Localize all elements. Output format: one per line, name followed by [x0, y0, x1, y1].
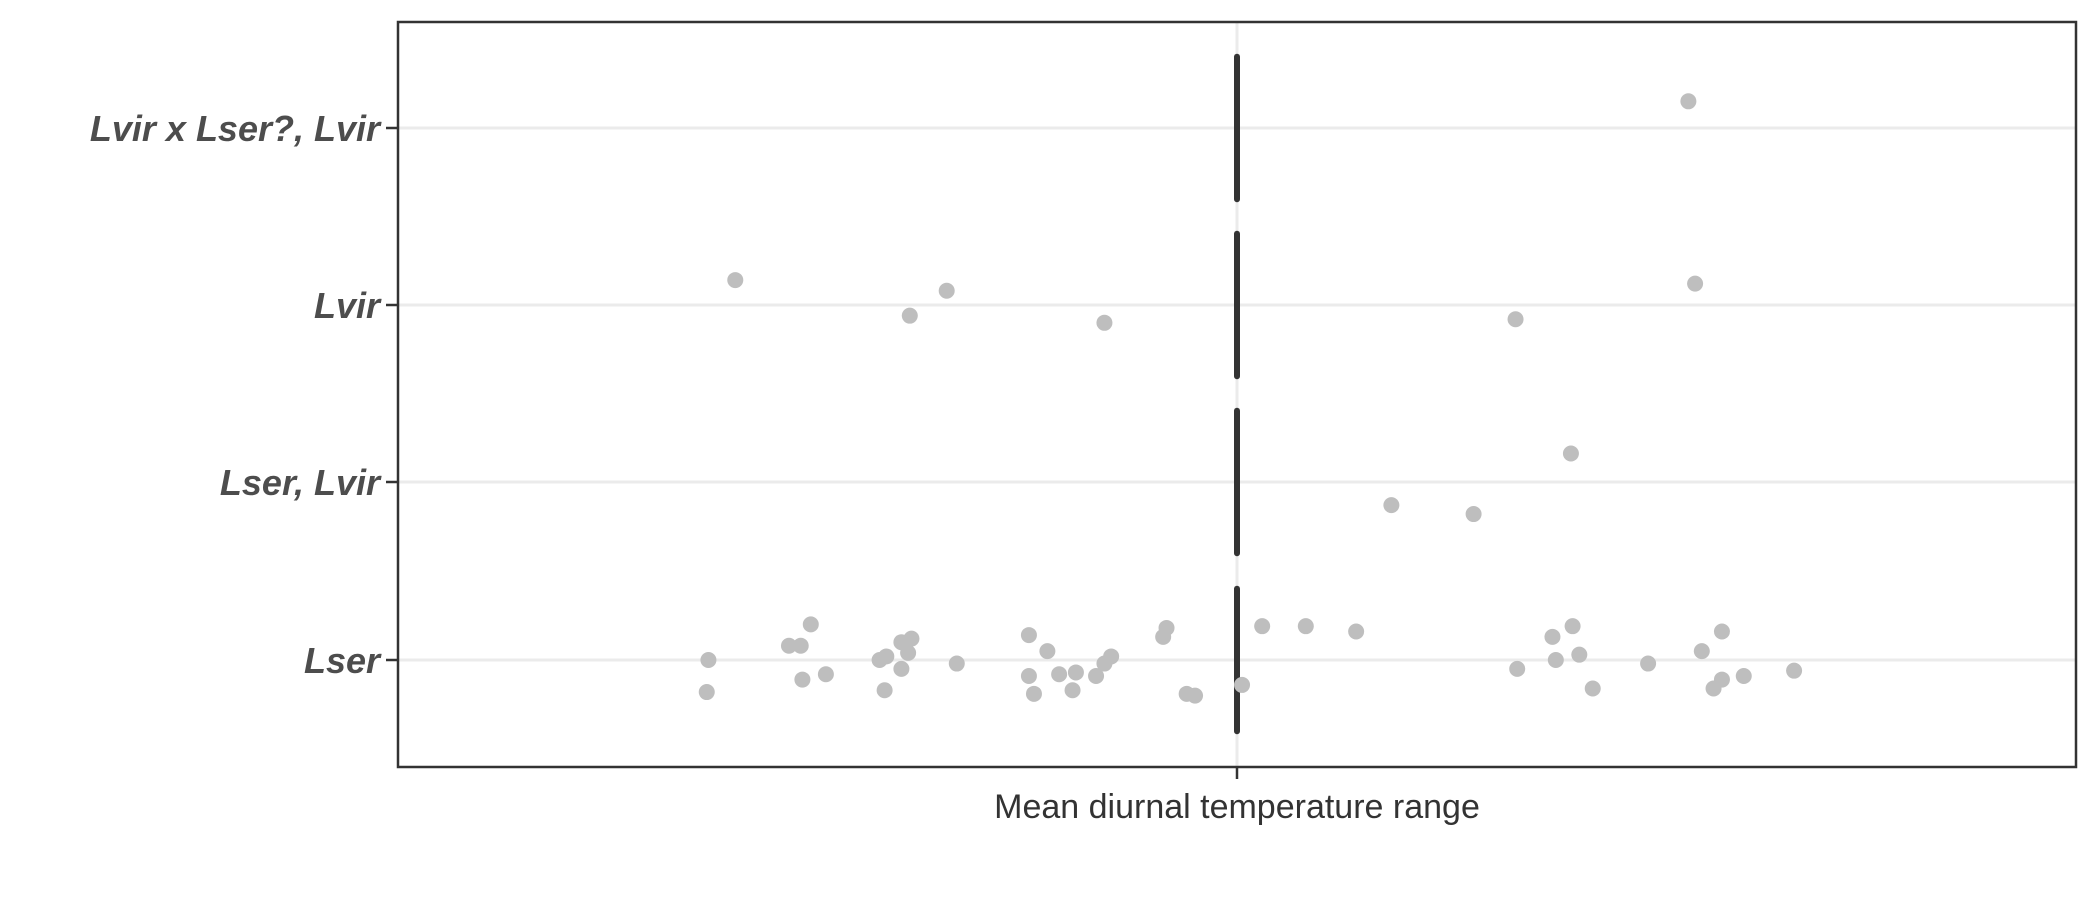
data-point: [1507, 311, 1524, 328]
data-point: [1544, 628, 1561, 645]
y-tick-label: Lser: [304, 640, 382, 681]
data-point: [938, 282, 955, 299]
x-axis-label: Mean diurnal temperature range: [994, 788, 1480, 826]
data-point: [1234, 676, 1251, 693]
data-point: [1564, 618, 1581, 635]
data-point: [878, 648, 895, 665]
data-point: [698, 684, 715, 701]
data-point: [1713, 671, 1730, 688]
data-point: [893, 660, 910, 677]
data-point: [1680, 93, 1697, 110]
data-point: [1020, 627, 1037, 644]
data-point: [1025, 685, 1042, 702]
data-point: [1254, 618, 1271, 635]
data-point: [1064, 682, 1081, 699]
data-point: [1348, 623, 1365, 640]
data-point: [1158, 619, 1175, 636]
data-point: [1547, 652, 1564, 668]
data-point: [948, 655, 965, 672]
data-point: [1584, 680, 1601, 697]
x-axis: Mean diurnal temperature range: [994, 767, 1480, 826]
data-point: [1640, 655, 1657, 672]
data-point: [1067, 664, 1084, 681]
data-point: [1735, 668, 1752, 685]
data-point: [1297, 618, 1314, 635]
data-point: [876, 682, 893, 699]
y-tick-label: Lser, Lvir: [220, 462, 382, 503]
data-point: [817, 666, 834, 683]
data-point: [727, 272, 744, 289]
data-point: [903, 630, 920, 647]
data-point: [900, 644, 917, 661]
data-point: [1687, 275, 1704, 292]
data-point: [1020, 668, 1037, 685]
data-point: [901, 307, 918, 324]
data-point: [1786, 662, 1803, 679]
data-point: [1693, 643, 1710, 660]
data-point: [1383, 497, 1400, 514]
data-point: [780, 637, 797, 654]
data-point: [1187, 687, 1204, 704]
data-point: [700, 652, 717, 668]
data-point: [1562, 445, 1579, 462]
data-point: [1103, 648, 1120, 665]
data-point: [1509, 660, 1526, 677]
points-layer: [698, 93, 1803, 704]
data-point: [1571, 646, 1588, 663]
y-axis: Lser Lser, Lvir Lvir Lvir x Lser?, Lvir: [90, 108, 398, 681]
data-point: [1713, 623, 1730, 640]
data-point: [1039, 643, 1056, 660]
y-tick-label: Lvir: [314, 285, 382, 326]
data-point: [1051, 666, 1068, 683]
data-point: [802, 616, 819, 633]
data-point: [1088, 668, 1105, 685]
data-point: [1096, 314, 1113, 331]
data-point: [1465, 506, 1482, 523]
data-point: [792, 637, 809, 654]
data-point: [794, 671, 811, 688]
y-tick-label: Lvir x Lser?, Lvir: [90, 108, 382, 149]
